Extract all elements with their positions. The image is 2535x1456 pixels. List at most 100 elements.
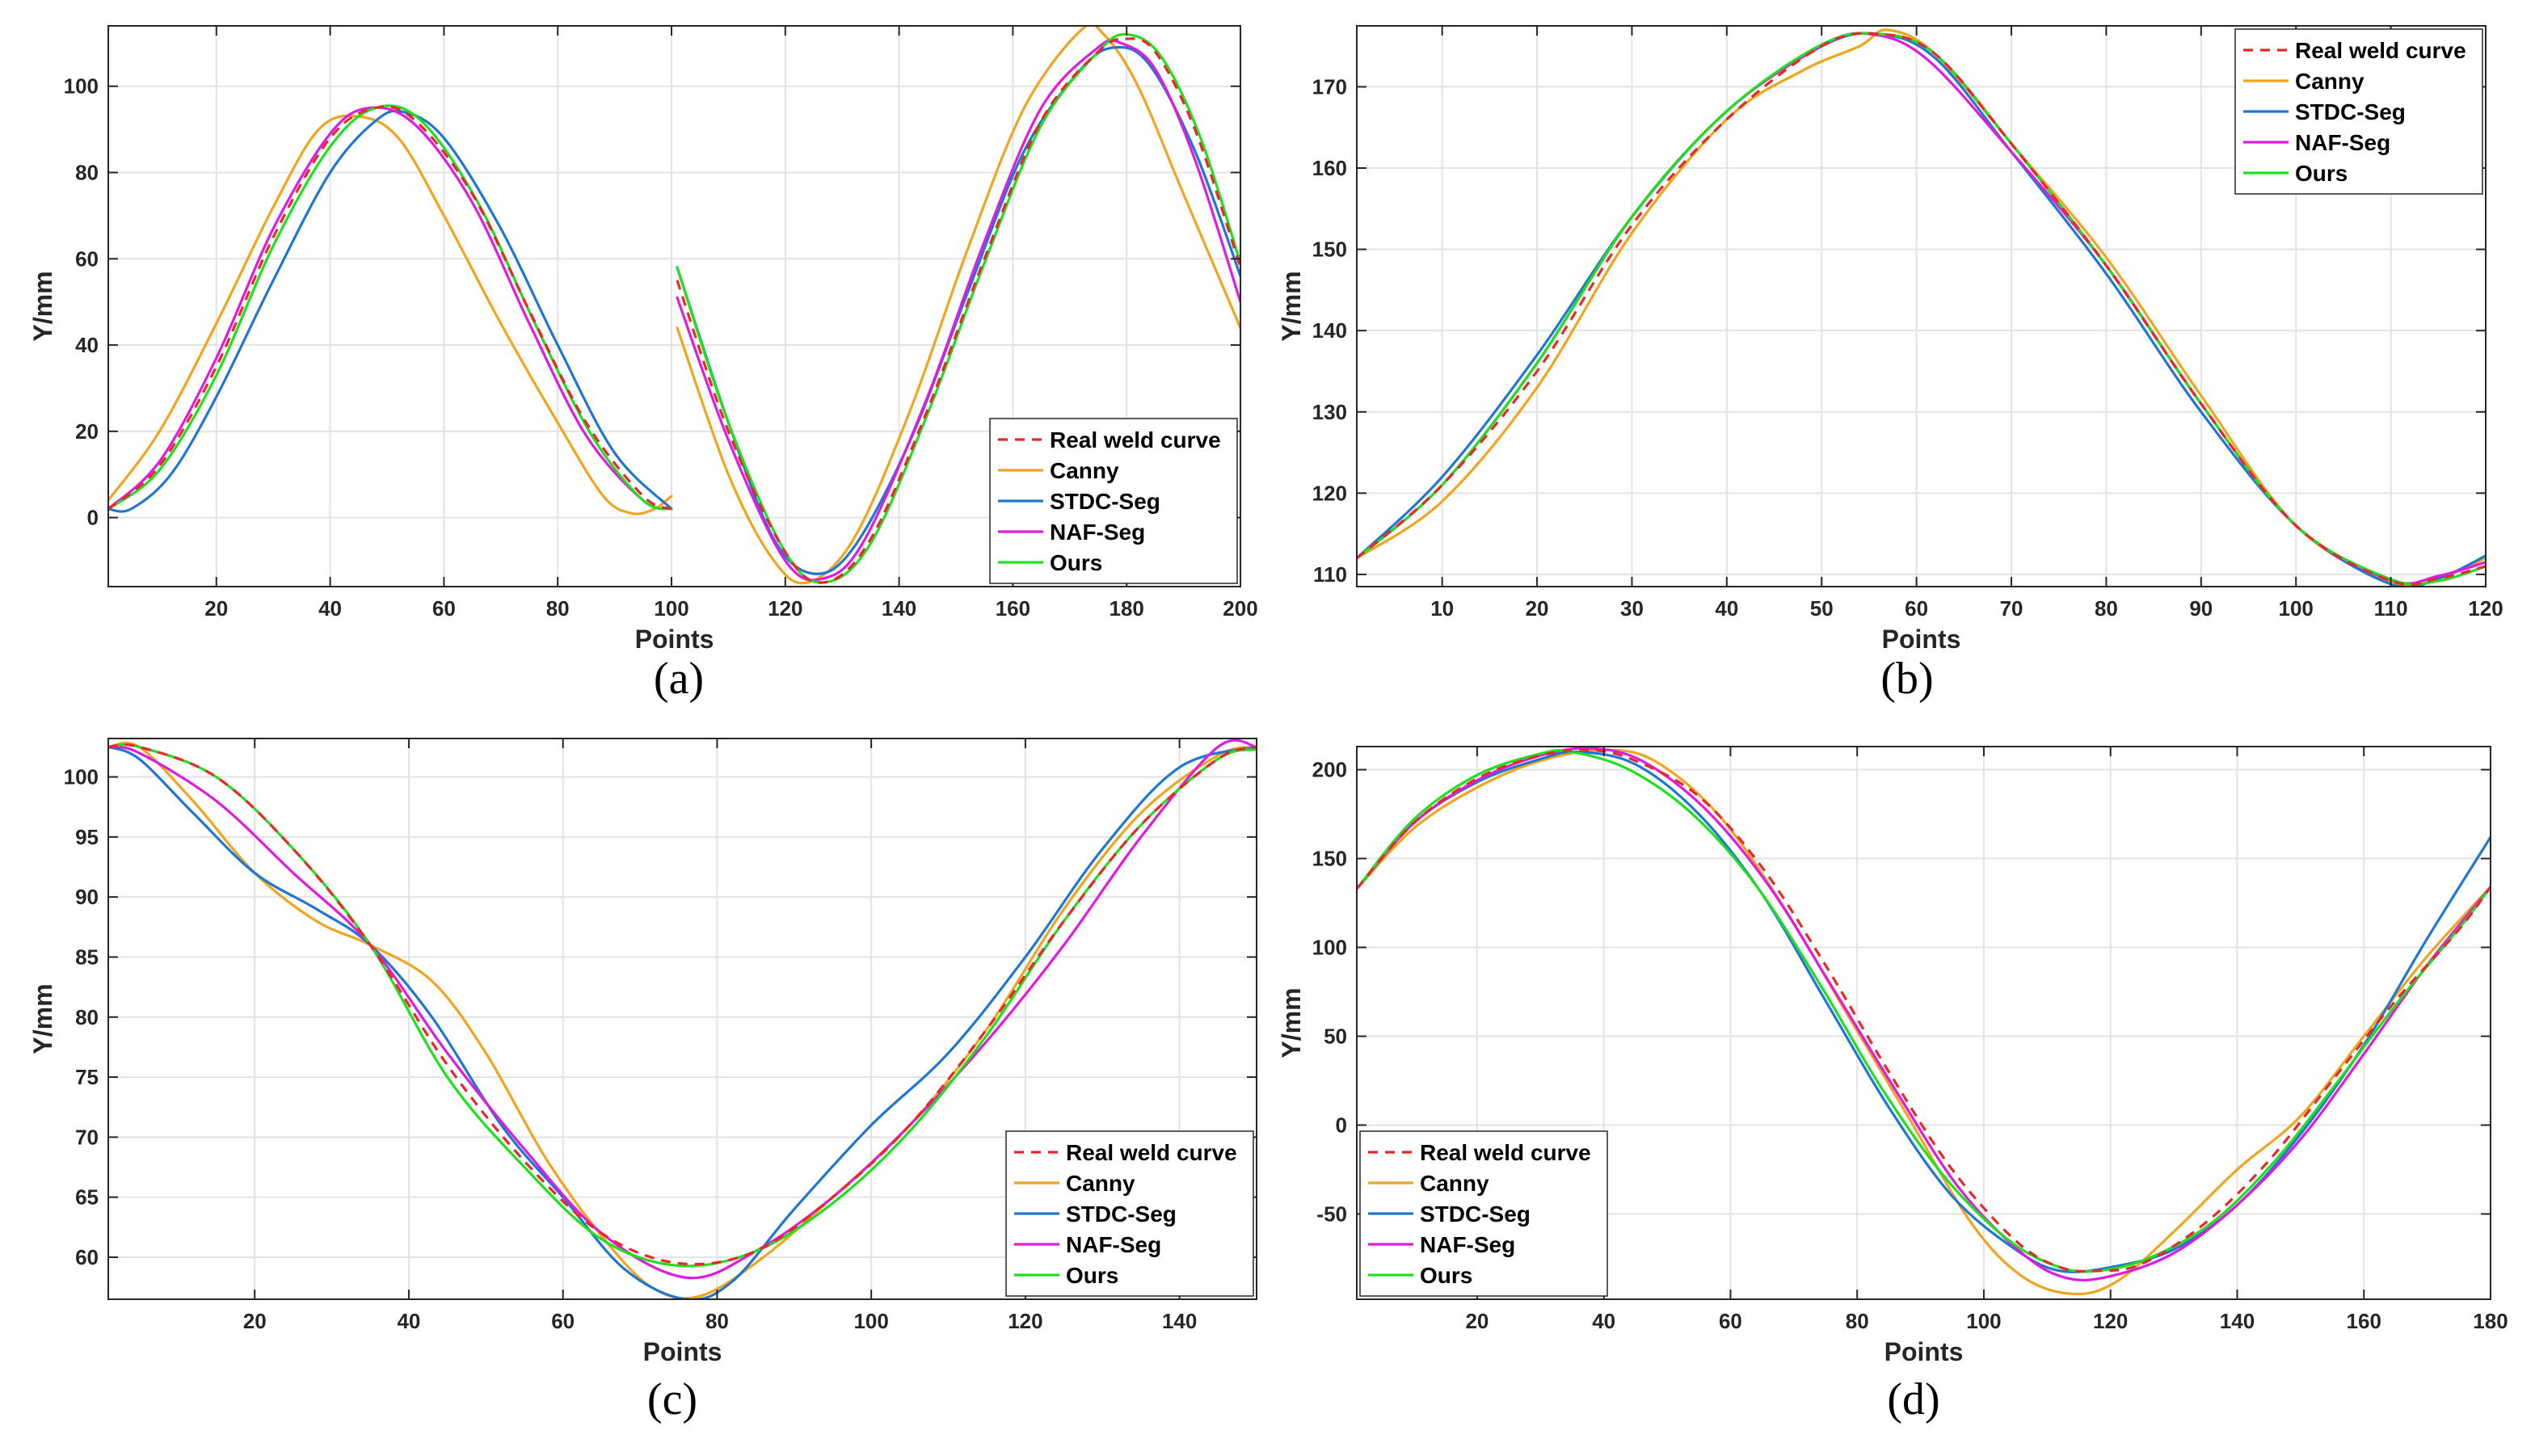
x-tick-label: 40 [318, 596, 342, 621]
y-tick-label: 20 [75, 419, 99, 444]
y-tick-label: 100 [64, 765, 99, 789]
y-tick-label: 80 [75, 161, 99, 185]
y-axis-label: Y/mm [28, 983, 57, 1054]
chart-panel-3: 20 40 60 80 100 120 140 60 65 70 75 80 85 90 95 100 Poin… [28, 738, 1257, 1424]
y-axis-label: Y/mm [28, 271, 57, 341]
x-tick-label: 120 [2468, 596, 2503, 621]
x-tick-label: 100 [1966, 1309, 2001, 1333]
y-tick-label: 40 [75, 333, 99, 357]
axes-box [1356, 25, 2487, 587]
panel-caption: (c) [647, 1374, 697, 1424]
x-tick-label: 20 [1526, 596, 1549, 621]
series-line-stdc-seg-0 [108, 745, 1257, 1299]
series-line-real-weld-curve-0 [1357, 32, 2486, 587]
legend: Real weld curve Canny STDC-Seg NAF-Seg Ours [1005, 1130, 1254, 1297]
x-tick-label: 140 [2220, 1309, 2255, 1333]
legend-entry: Real weld curve [1066, 1140, 1237, 1165]
x-axis-label: Points [1882, 625, 1961, 654]
y-tick-label: 110 [1313, 562, 1347, 587]
x-tick-label: 120 [1008, 1309, 1042, 1333]
y-tick-label: 0 [87, 506, 99, 530]
legend-entry: Real weld curve [2295, 38, 2466, 63]
series-line-canny-0 [1357, 748, 2491, 1296]
series-line-naf-seg-0 [108, 106, 673, 511]
legend-entry: NAF-Seg [1066, 1232, 1161, 1257]
axes-box [1356, 746, 2491, 1300]
x-tick-label: 90 [2189, 596, 2213, 621]
y-tick-label: 150 [1312, 847, 1347, 871]
x-tick-label: 60 [1905, 596, 1928, 621]
x-tick-label: 200 [1223, 596, 1257, 621]
series-group [108, 26, 1240, 585]
series-group [108, 739, 1257, 1299]
x-tick-label: 60 [1719, 1309, 1742, 1333]
panel-caption: (d) [1887, 1374, 1939, 1424]
x-tick-label: 40 [1715, 596, 1738, 621]
series-line-stdc-seg-0 [1357, 750, 2491, 1273]
x-tick-label: 160 [2347, 1309, 2381, 1333]
x-tick-label: 110 [2374, 596, 2408, 621]
x-tick-label: 80 [705, 1309, 729, 1333]
legend-entry: Canny [1066, 1171, 1135, 1196]
x-tick-label: 10 [1430, 596, 1454, 621]
x-tick-label: 20 [1465, 1309, 1489, 1333]
legend-entry: Real weld curve [1420, 1140, 1591, 1165]
y-tick-label: 60 [75, 1245, 99, 1269]
legend-entry: STDC-Seg [1050, 489, 1160, 514]
series-group [1357, 28, 2486, 587]
legend-entry: Canny [1420, 1171, 1489, 1196]
panel-caption: (b) [1880, 654, 1933, 704]
chart-panel-2: 10 20 30 40 50 60 70 80 90 100 110 120 110 120 130 140 1… [1277, 25, 2503, 704]
y-tick-label: 100 [1312, 936, 1347, 960]
series-line-naf-seg-0 [108, 739, 1257, 1280]
axes-box [107, 25, 1241, 587]
x-tick-label: 100 [654, 596, 688, 621]
series-line-stdc-seg-0 [108, 109, 673, 513]
y-axis-label: Y/mm [1277, 271, 1306, 341]
legend-entry: STDC-Seg [2295, 99, 2406, 124]
y-tick-label: 75 [75, 1065, 99, 1089]
legend-entry: Ours [2295, 161, 2348, 186]
y-tick-label: 130 [1312, 400, 1347, 424]
y-tick-label: 140 [1312, 318, 1347, 343]
legend-entry: Ours [1066, 1263, 1118, 1288]
legend-entry: Canny [2295, 69, 2364, 94]
legend-entry: NAF-Seg [2295, 130, 2390, 155]
series-line-stdc-seg-1 [676, 45, 1240, 575]
x-tick-label: 40 [1592, 1309, 1615, 1333]
y-tick-label: -50 [1316, 1201, 1347, 1226]
y-tick-label: 50 [1324, 1024, 1347, 1048]
legend: Real weld curve Canny STDC-Seg NAF-Seg Ours [2234, 28, 2483, 195]
x-axis-label: Points [635, 625, 714, 654]
y-tick-label: 200 [1312, 758, 1347, 782]
x-tick-label: 100 [2279, 596, 2314, 621]
x-tick-label: 100 [853, 1309, 888, 1333]
x-tick-label: 20 [243, 1309, 267, 1333]
legend-entry: STDC-Seg [1066, 1201, 1177, 1227]
y-tick-label: 95 [75, 825, 99, 849]
series-line-real-weld-curve-0 [1357, 748, 2491, 1273]
series-line-canny-0 [108, 114, 673, 515]
y-axis-label: Y/mm [1277, 987, 1306, 1058]
y-tick-label: 70 [75, 1125, 99, 1149]
x-axis-label: Points [643, 1337, 722, 1366]
y-tick-label: 120 [1312, 481, 1347, 505]
y-tick-label: 85 [75, 945, 99, 969]
series-line-canny-1 [676, 26, 1240, 585]
legend-entry: Ours [1420, 1263, 1472, 1288]
panel-caption: (a) [654, 654, 704, 704]
chart-panel-1: 20 40 60 80 100 120 140 160 180 200 0 20 40 60 80 100 Po… [28, 25, 1258, 704]
x-tick-label: 120 [2093, 1309, 2128, 1333]
x-tick-label: 120 [768, 596, 802, 621]
x-tick-label: 80 [1846, 1309, 1869, 1333]
y-tick-label: 100 [64, 74, 99, 99]
axes-box [107, 738, 1257, 1300]
chart-panel-4: 20 40 60 80 100 120 140 160 180 -50 0 50 100 150 200 Po… [1277, 746, 2508, 1424]
y-tick-label: 160 [1312, 156, 1347, 180]
y-tick-label: 80 [75, 1005, 99, 1029]
legend-entry: Ours [1050, 550, 1102, 575]
x-tick-label: 160 [996, 596, 1030, 621]
y-tick-label: 90 [75, 885, 99, 909]
series-line-real-weld-curve-1 [676, 37, 1240, 584]
